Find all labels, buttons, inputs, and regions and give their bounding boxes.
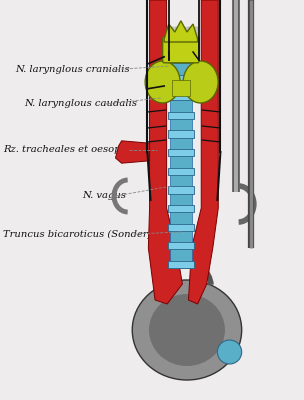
Text: N. larynglous caudalis: N. larynglous caudalis	[24, 100, 137, 108]
Bar	[168, 130, 194, 138]
Ellipse shape	[132, 280, 242, 380]
Polygon shape	[164, 21, 198, 42]
Bar	[172, 80, 190, 96]
Text: N. vagus: N. vagus	[82, 192, 126, 200]
Bar	[175, 27, 178, 42]
Ellipse shape	[149, 294, 225, 366]
Text: Rz. tracheales et oesophagici: Rz. tracheales et oesophagici	[3, 146, 151, 154]
Bar	[168, 112, 194, 119]
Ellipse shape	[217, 340, 242, 364]
Bar	[168, 205, 194, 212]
Bar	[168, 149, 194, 156]
Bar	[191, 27, 194, 42]
Bar	[168, 56, 194, 63]
Polygon shape	[148, 0, 182, 304]
Bar	[168, 93, 194, 100]
Bar	[171, 27, 174, 42]
Text: Truncus bicaroticus (Sonderfall): Truncus bicaroticus (Sonderfall)	[3, 230, 168, 238]
Bar	[183, 27, 186, 42]
Bar	[195, 27, 198, 42]
Bar	[168, 75, 194, 82]
Polygon shape	[116, 141, 150, 163]
Bar	[168, 261, 194, 268]
Polygon shape	[188, 0, 218, 304]
Bar	[168, 168, 194, 175]
Bar	[179, 27, 182, 42]
Bar	[167, 27, 170, 42]
Bar	[170, 56, 192, 268]
Bar	[168, 242, 194, 249]
Bar	[187, 27, 190, 42]
Ellipse shape	[145, 61, 180, 103]
Bar	[168, 186, 194, 194]
FancyBboxPatch shape	[163, 37, 199, 63]
Text: N. larynglous cranialis: N. larynglous cranialis	[15, 66, 130, 74]
Bar	[168, 224, 194, 231]
Ellipse shape	[183, 61, 218, 103]
